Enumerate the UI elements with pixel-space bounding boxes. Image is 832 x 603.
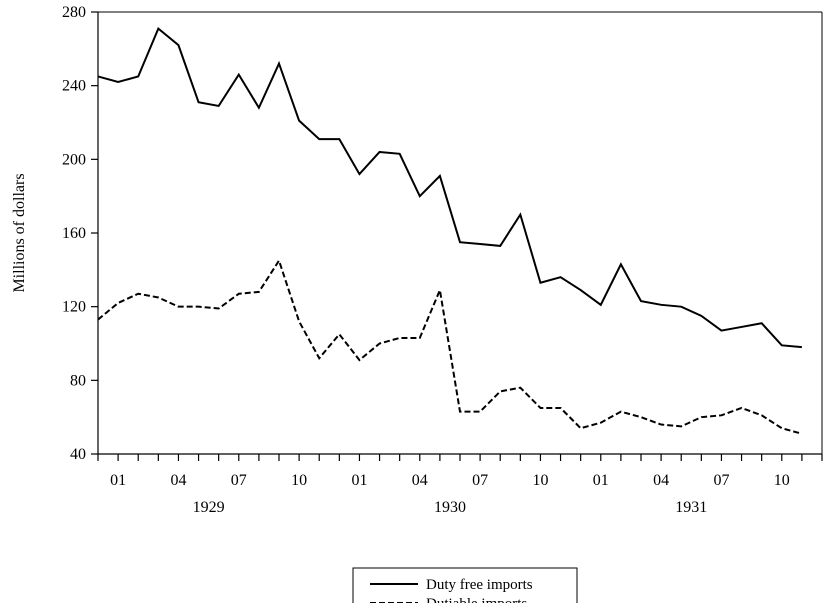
y-tick-label: 120: [62, 299, 86, 316]
x-tick-label: 07: [713, 472, 729, 489]
x-year-label: 1931: [675, 499, 707, 516]
legend-box: [352, 567, 578, 603]
x-tick-label: 01: [110, 472, 126, 489]
legend-label: Duty free imports: [426, 577, 533, 593]
series-line-duty-free: [97, 26, 802, 349]
y-axis: 40 80 120 160 200 240 280: [62, 4, 98, 463]
series-layer: [97, 26, 803, 435]
x-tick-label: 10: [532, 472, 548, 489]
x-tick-label: 04: [653, 472, 669, 489]
x-year-label: 1930: [434, 499, 466, 516]
y-tick-label: 280: [62, 4, 86, 21]
x-tick-label: 04: [412, 472, 428, 489]
x-tick-label: 01: [593, 472, 609, 489]
x-axis: 01 04 07 10 01 04 07 10 01 04 07 10 1929 1930 1931: [97, 454, 823, 516]
x-tick-label: 04: [170, 472, 186, 489]
x-tick-label: 10: [774, 472, 790, 489]
y-tick-label: 40: [70, 446, 86, 463]
y-tick-label: 80: [70, 372, 86, 389]
legend-label: Dutiable imports: [426, 596, 527, 603]
y-tick-label: 200: [62, 151, 86, 168]
x-tick-label: 10: [291, 472, 307, 489]
x-year-label: 1929: [193, 499, 225, 516]
y-tick-label: 240: [62, 78, 86, 95]
legend: Duty free imports Dutiable imports: [352, 567, 578, 603]
y-axis-label: Millions of dollars: [11, 173, 28, 292]
x-tick-label: 07: [231, 472, 247, 489]
x-tick-label: 07: [472, 472, 488, 489]
x-tick-label: 01: [351, 472, 367, 489]
series-line-dutiable: [97, 258, 803, 435]
y-tick-label: 160: [62, 225, 86, 242]
plot-frame: [97, 11, 823, 455]
